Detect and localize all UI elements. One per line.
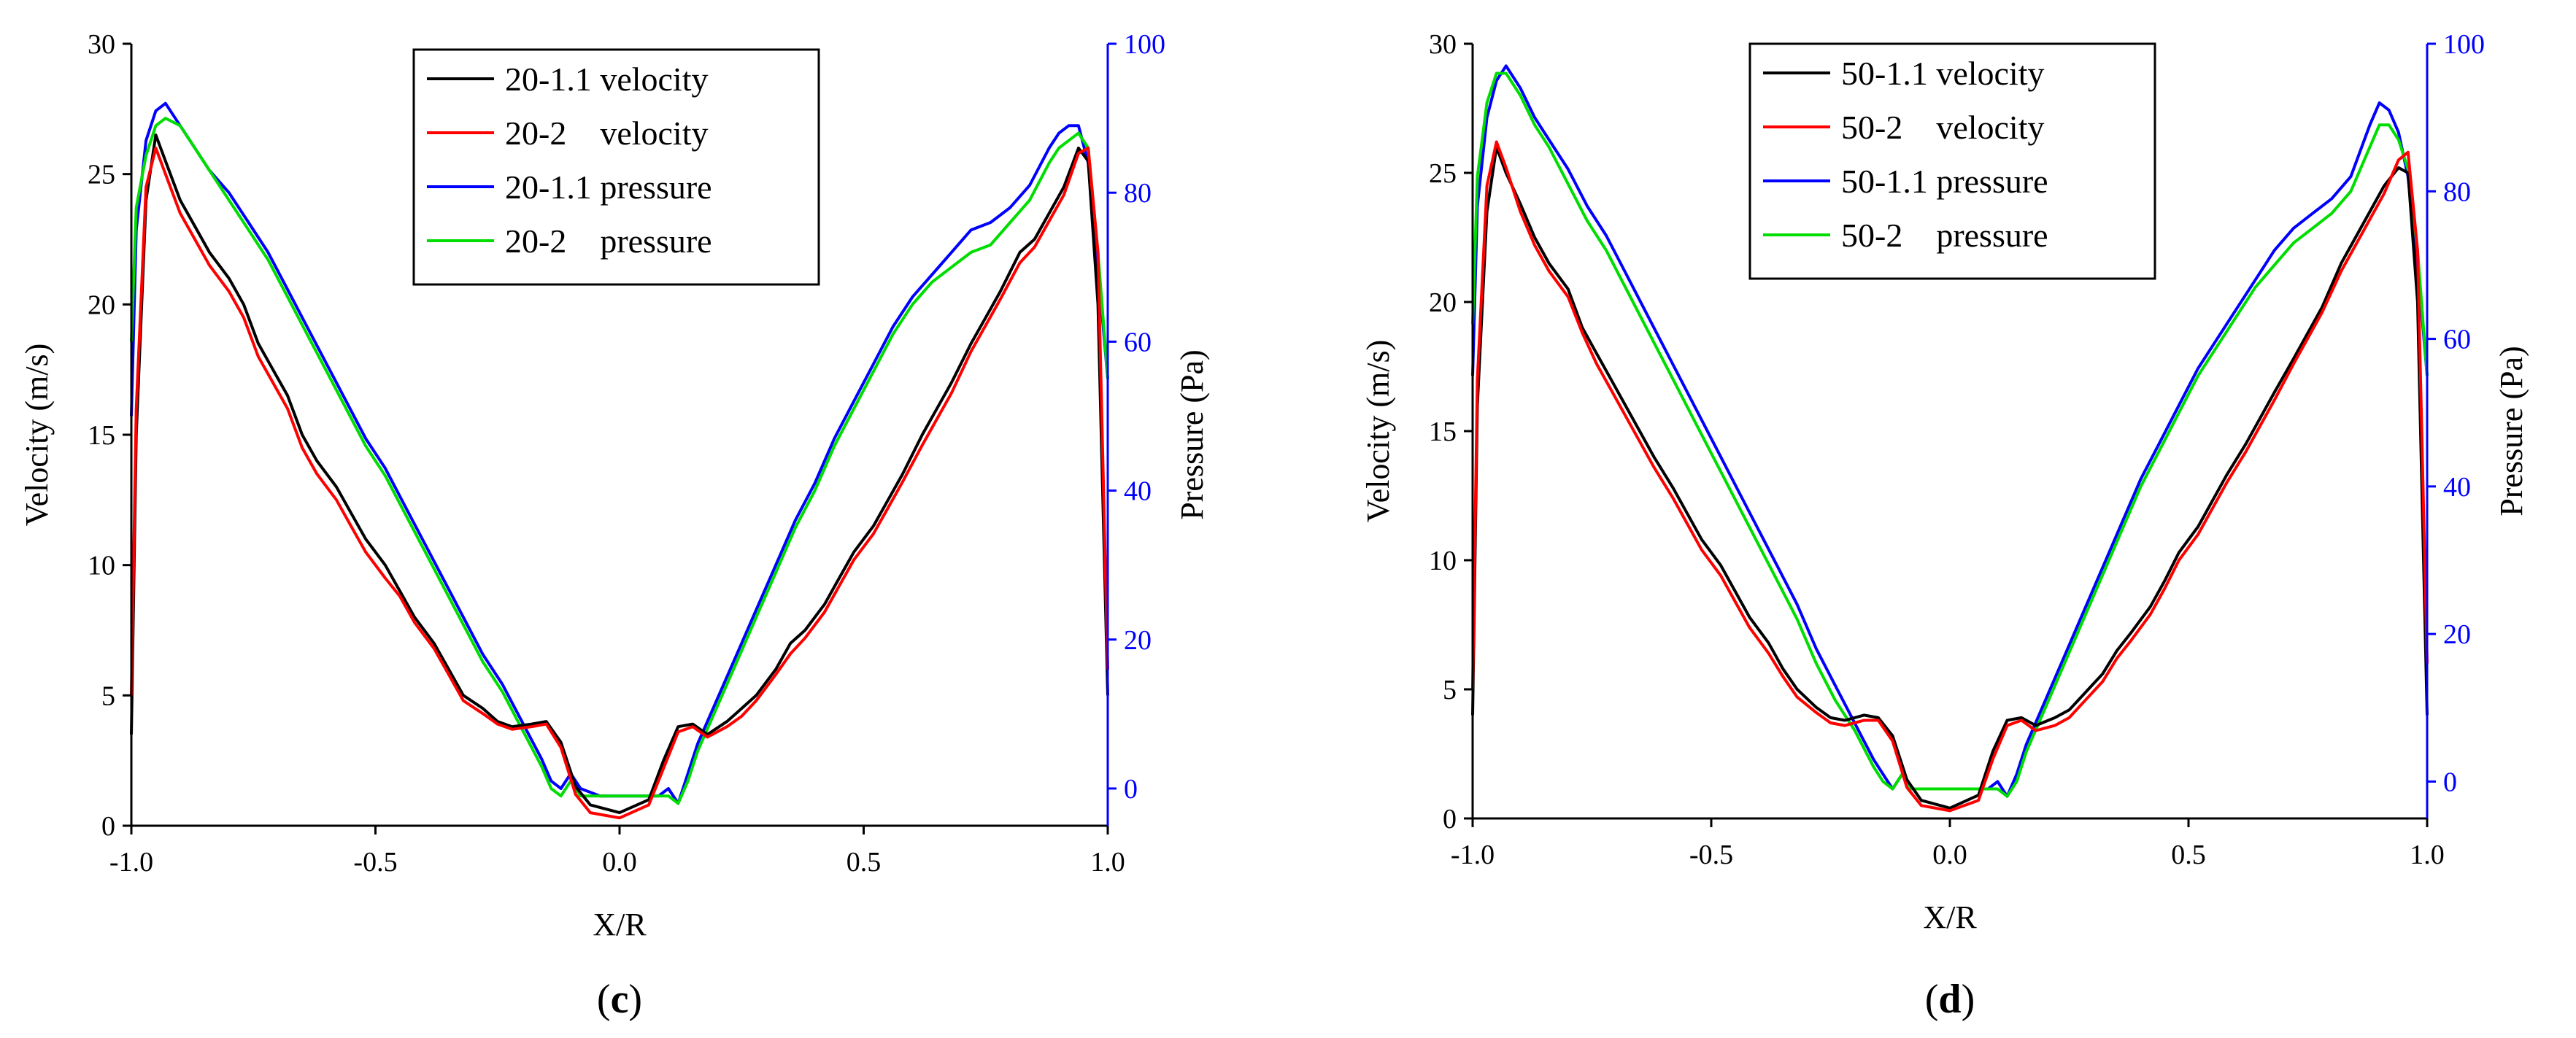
legend-entry: 50-2 velocity (1841, 109, 2045, 146)
x-tick-label: -1.0 (109, 847, 153, 878)
series-line-20-2-velocity (130, 146, 1109, 820)
x-tick-label: 0.5 (2171, 840, 2206, 870)
y2-tick-label: 80 (1124, 178, 1152, 209)
x-axis-title: X/R (1923, 899, 1977, 935)
x-tick-label: 0.5 (847, 847, 882, 878)
x-tick-label: 0.0 (602, 847, 637, 878)
x-tick-label: -0.5 (353, 847, 397, 878)
y2-axis-title: Pressure (Pa) (2494, 346, 2529, 516)
legend-box (1748, 42, 2156, 280)
series-line-50-2-pressure (1471, 71, 2429, 798)
legend-entry: 50-1.1 velocity (1841, 55, 2045, 92)
y-tick-label: 10 (1429, 546, 1457, 576)
y-tick-label: 20 (1429, 287, 1457, 318)
y2-tick-label: 80 (2443, 177, 2471, 207)
y-tick-label: 20 (88, 290, 115, 320)
legend-entry: 20-1.1 pressure (505, 169, 712, 206)
y-axis-title: Velocity (m/s) (19, 344, 55, 527)
x-tick-label: 1.0 (1090, 847, 1125, 878)
y2-tick-label: 0 (2443, 767, 2457, 797)
y2-tick-label: 40 (2443, 472, 2471, 503)
y-axis-title: Velocity (m/s) (1360, 340, 1396, 523)
x-axis-title: X/R (593, 907, 647, 942)
y-tick-label: 15 (88, 420, 115, 451)
x-tick-label: -0.5 (1689, 840, 1733, 870)
series-line-20-1-1-velocity (130, 133, 1109, 815)
y-tick-label: 10 (88, 551, 115, 581)
series-line-20-2-pressure (130, 117, 1109, 805)
x-tick-label: 0.0 (1932, 840, 1967, 870)
legend-box (412, 48, 820, 286)
chart-panel-d: -1.0 -0.5 0.0 0.5 1.0 0 5 10 15 20 25 30 0 20 40 60 80 10… (1360, 29, 2529, 1022)
y2-axis-title: Pressure (Pa) (1174, 349, 1210, 519)
y-tick-label: 5 (1443, 675, 1457, 705)
legend-entry: 50-2 pressure (1841, 217, 2048, 254)
series-line-50-2-velocity (1471, 140, 2429, 813)
y-tick-label: 30 (88, 29, 115, 60)
y2-tick-label: 60 (1124, 327, 1152, 357)
y-tick-label: 25 (1429, 158, 1457, 189)
legend-entry: 50-1.1 pressure (1841, 163, 2048, 200)
y-tick-label: 25 (88, 160, 115, 190)
y2-tick-label: 40 (1124, 476, 1152, 507)
y-tick-label: 0 (101, 811, 115, 842)
y2-tick-label: 20 (1124, 625, 1152, 656)
legend: 50-1.1 velocity 50-2 velocity 50-1.1 press… (1748, 42, 2156, 280)
panel-label: (d) (1925, 977, 1975, 1022)
y-tick-label: 15 (1429, 417, 1457, 447)
legend-entry: 20-2 pressure (505, 222, 712, 260)
y-tick-label: 30 (1429, 29, 1457, 60)
y2-tick-label: 20 (2443, 619, 2471, 650)
panel-label: (c) (597, 977, 642, 1022)
y2-tick-label: 100 (2443, 29, 2485, 60)
x-tick-label: -1.0 (1451, 840, 1495, 870)
y2-tick-label: 100 (1124, 29, 1165, 60)
y2-tick-label: 0 (1124, 774, 1138, 805)
y-tick-label: 0 (1443, 804, 1457, 834)
series-line-50-1-1-velocity (1471, 145, 2429, 810)
legend: 20-1.1 velocity 20-2 velocity 20-1.1 press… (412, 48, 820, 286)
y2-tick-label: 60 (2443, 325, 2471, 355)
y-tick-label: 5 (101, 681, 115, 711)
x-tick-label: 1.0 (2410, 840, 2445, 870)
chart-panel-c: -1.0 -0.5 0.0 0.5 1.0 0 5 10 15 20 25 30 0 20 40 60 80 10… (19, 29, 1210, 1022)
legend-entry: 20-2 velocity (505, 115, 709, 152)
legend-entry: 20-1.1 velocity (505, 61, 709, 98)
